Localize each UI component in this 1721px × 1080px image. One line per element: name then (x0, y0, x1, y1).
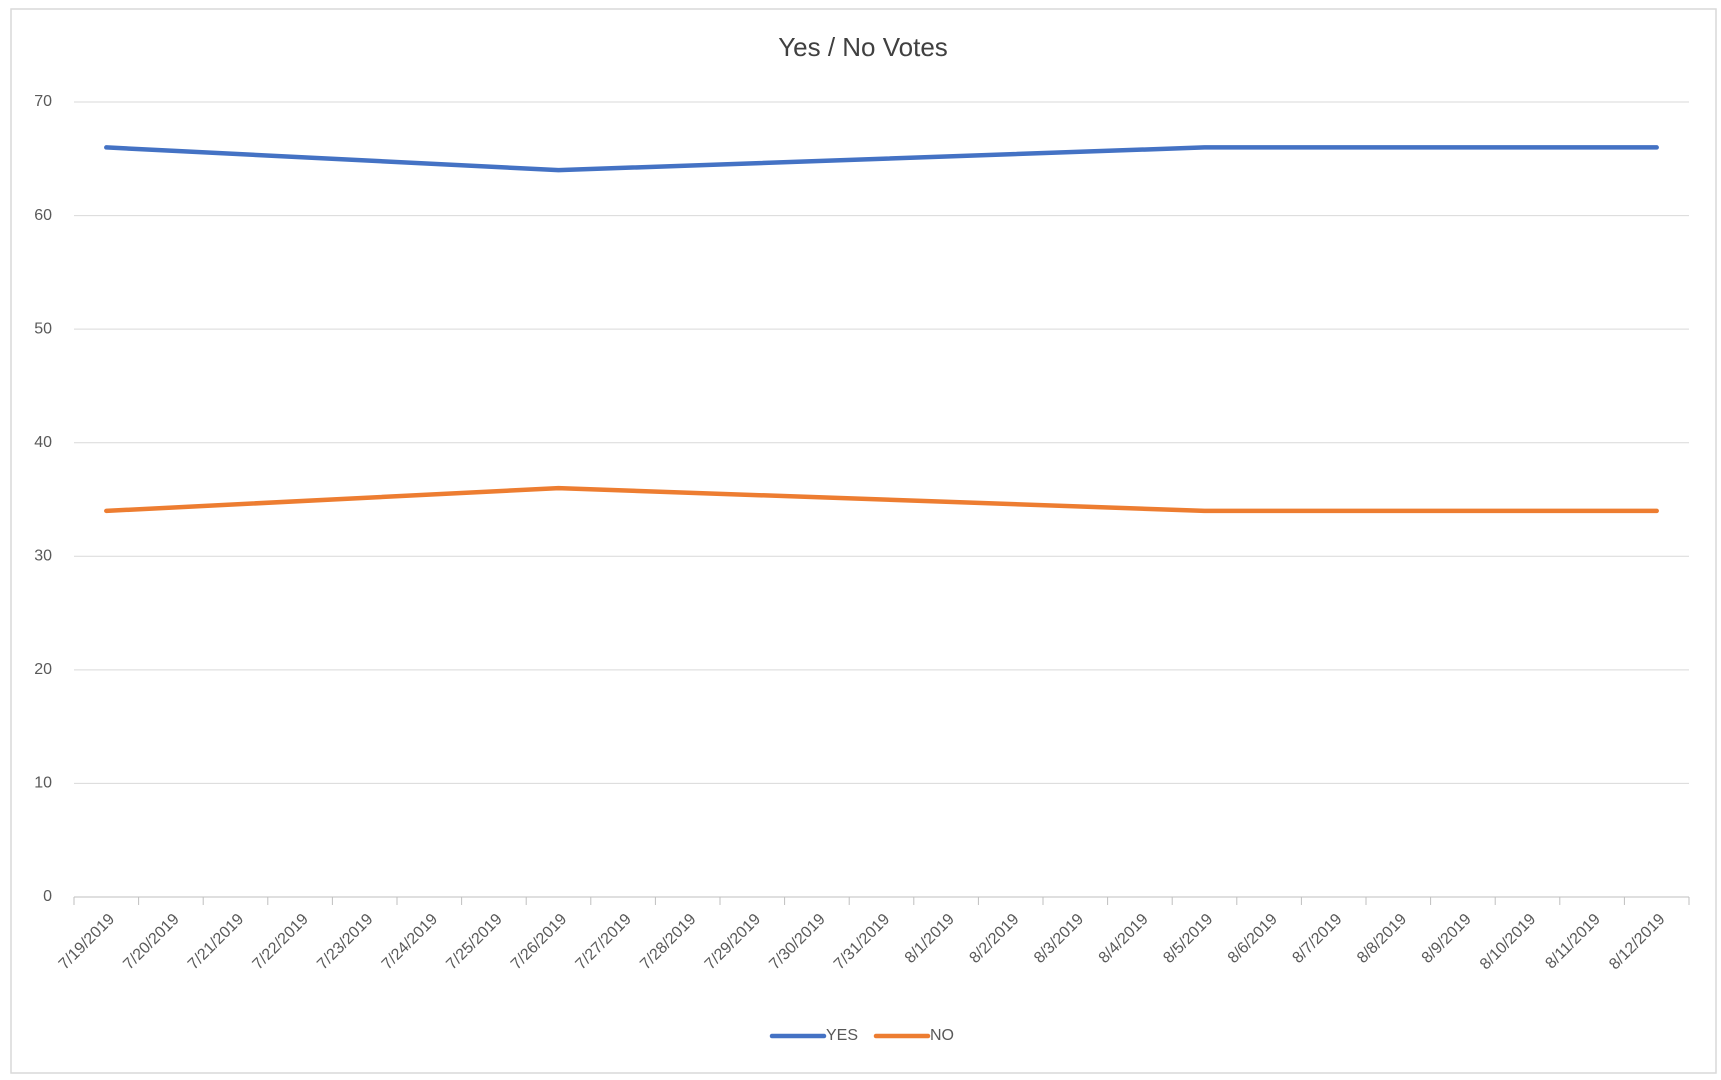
series-line (104, 485, 1659, 514)
y-tick-label: 40 (34, 434, 52, 451)
y-tick-label: 60 (34, 207, 52, 224)
legend-label: YES (826, 1027, 858, 1044)
y-tick-label: 20 (34, 661, 52, 678)
y-tick-label: 70 (34, 93, 52, 110)
y-tick-label: 30 (34, 548, 52, 565)
legend-label: NO (930, 1027, 954, 1044)
series-line (104, 145, 1659, 173)
y-tick-label: 0 (43, 888, 52, 905)
y-tick-label: 10 (34, 775, 52, 792)
chart-frame (10, 8, 1717, 1074)
y-tick-label: 50 (34, 320, 52, 337)
chart-title: Yes / No Votes (778, 32, 948, 62)
